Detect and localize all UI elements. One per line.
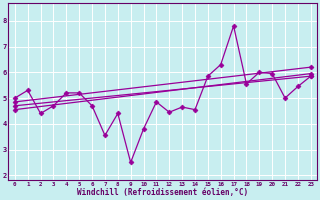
X-axis label: Windchill (Refroidissement éolien,°C): Windchill (Refroidissement éolien,°C): [77, 188, 248, 197]
